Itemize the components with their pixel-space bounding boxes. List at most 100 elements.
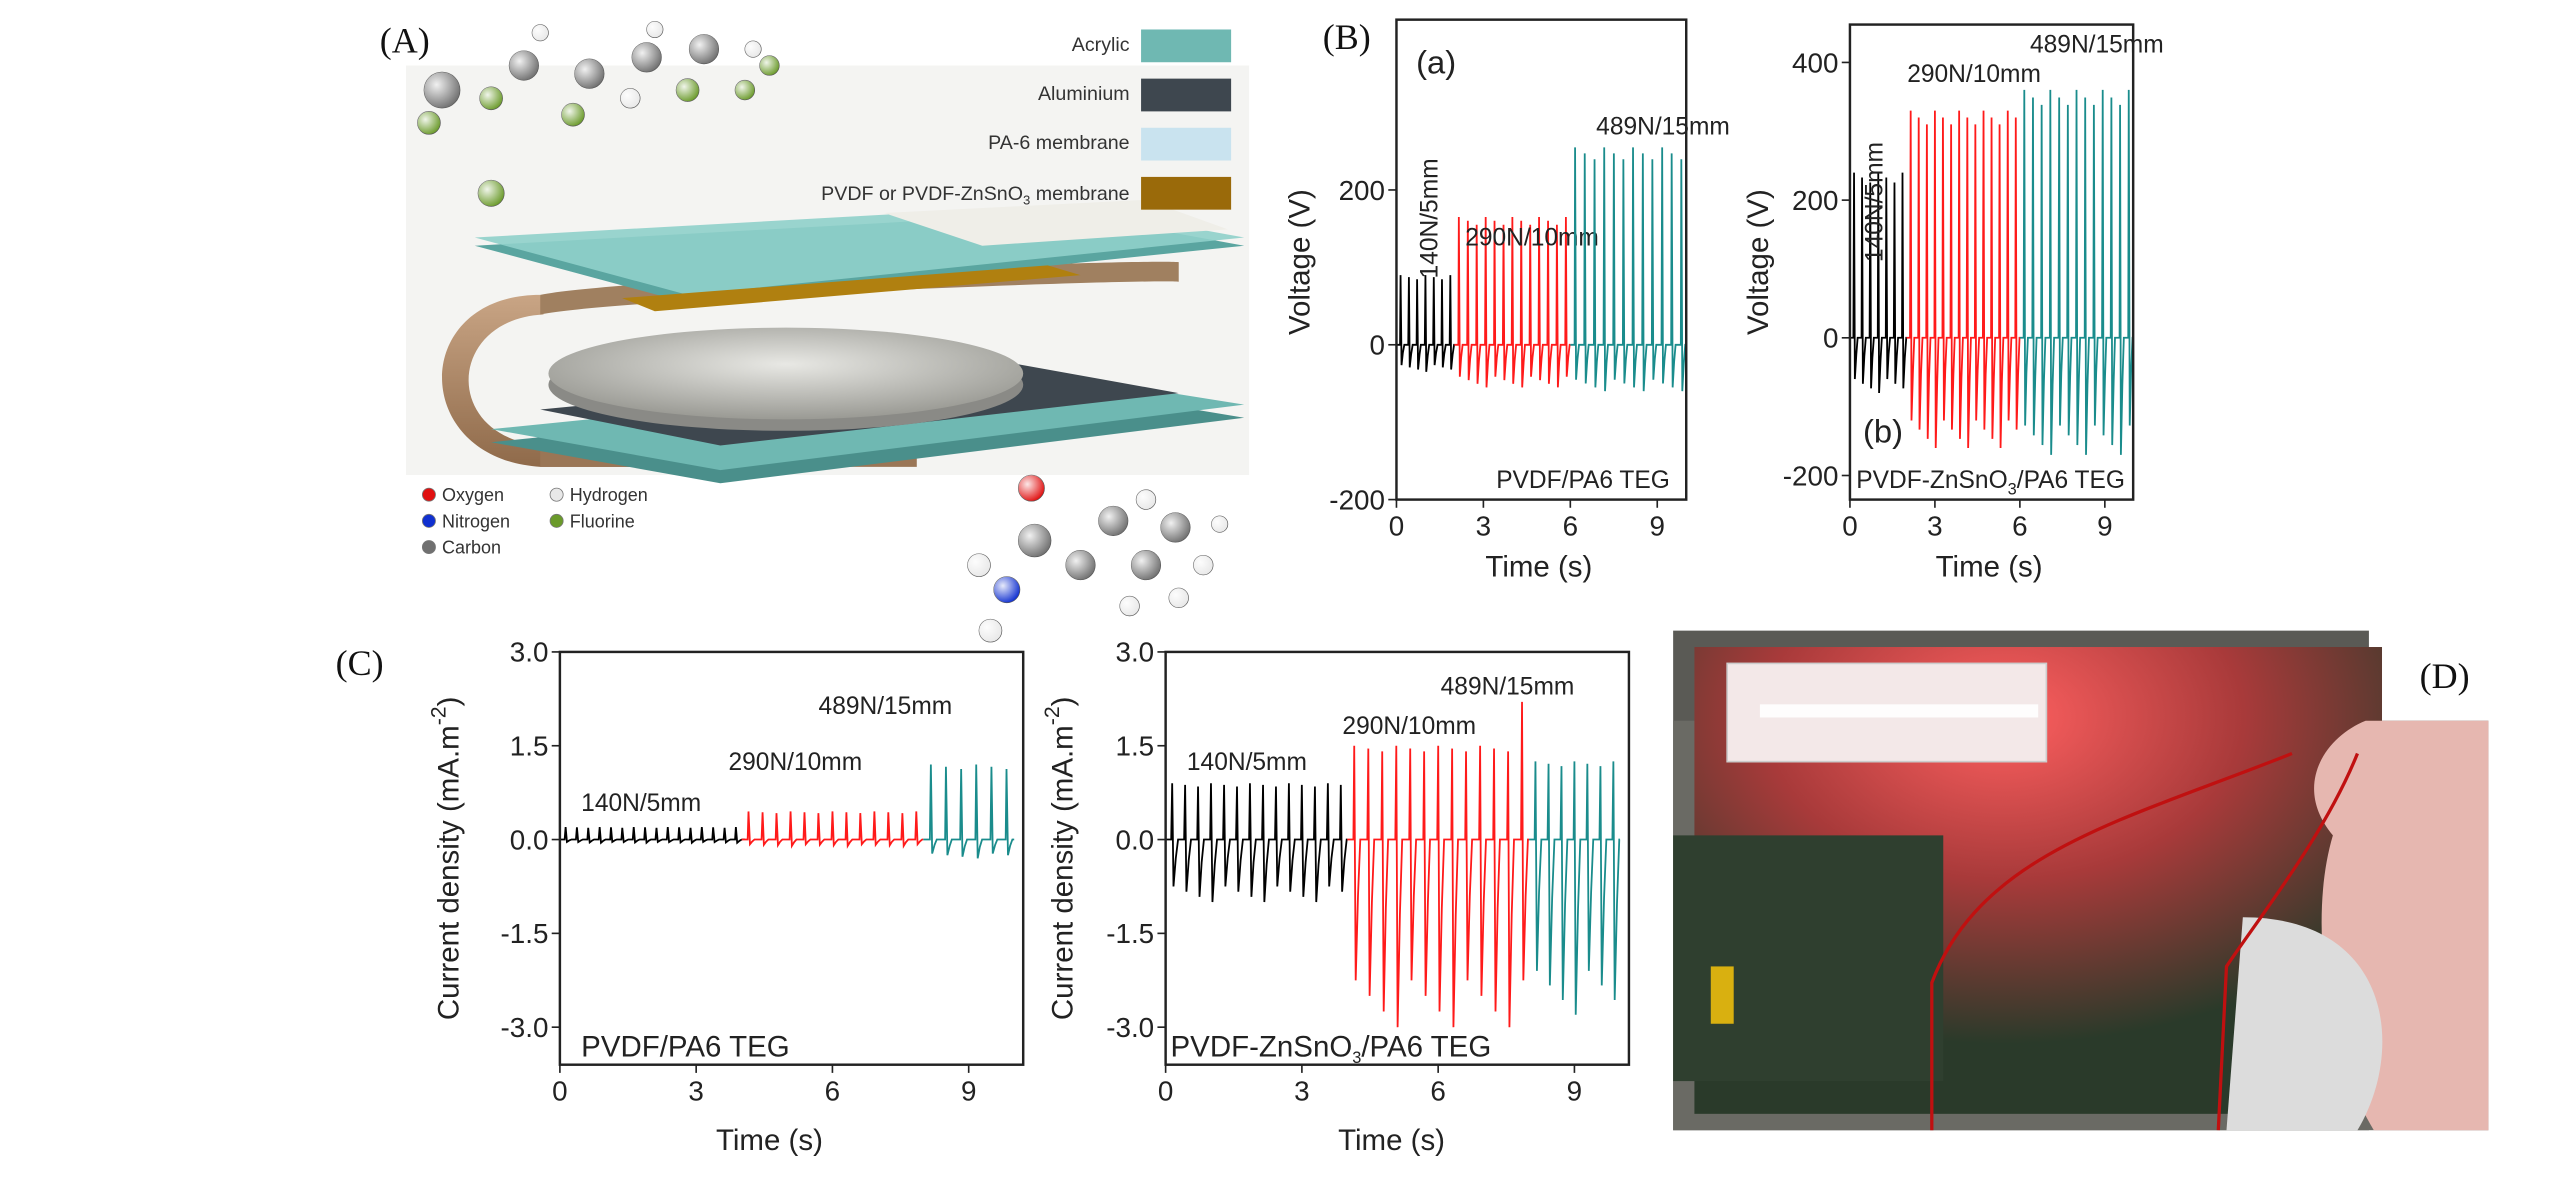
svg-text:Fluorine: Fluorine — [570, 511, 635, 531]
subpanel-tag: (a) — [1416, 44, 1456, 81]
y-tick-label: 0.0 — [1115, 824, 1154, 855]
device-schematic — [406, 65, 1250, 484]
x-tick-label: 6 — [1430, 1076, 1445, 1107]
molecule-models — [417, 20, 1229, 643]
svg-text:Aluminium: Aluminium — [1038, 83, 1130, 105]
x-tick-label: 0 — [1158, 1076, 1173, 1107]
atom-legend-hydrogen: Hydrogen — [549, 485, 648, 505]
atom-legend-oxygen: Oxygen — [421, 485, 504, 505]
legend-item-pvdf: PVDF or PVDF-ZnSnO3 membrane — [821, 176, 1232, 210]
swatch-pa6 — [1141, 127, 1232, 161]
x-tick-label: 3 — [688, 1076, 703, 1107]
atom-swatch — [421, 540, 436, 555]
legend-item-aluminium: Aluminium — [1038, 78, 1232, 112]
series-140n-5mm — [1849, 172, 1908, 393]
x-tick-label: 6 — [1563, 511, 1578, 542]
y-tick-label: -200 — [1329, 484, 1385, 515]
series-290n-10mm — [1906, 110, 2021, 449]
series-489n-15mm — [1570, 147, 1687, 392]
panel-label-d: (D) — [2420, 656, 2470, 696]
svg-text:PA-6 membrane: PA-6 membrane — [988, 132, 1130, 154]
annotation-290n-10mm: 290N/10mm — [1465, 225, 1599, 252]
y-axis-label: Current density (mA.m-2) — [426, 697, 465, 1021]
y-tick-label: -1.5 — [1106, 918, 1154, 949]
x-tick-label: 3 — [1294, 1076, 1309, 1107]
y-tick-label: 0 — [1370, 330, 1385, 361]
legend-item-acrylic: Acrylic — [1072, 29, 1232, 63]
svg-text:PVDF or PVDF-ZnSnO3 membrane: PVDF or PVDF-ZnSnO3 membrane — [821, 183, 1130, 208]
annotation-140n-5mm: 140N/5mm — [1187, 749, 1307, 776]
series-290n-10mm — [1347, 701, 1530, 1028]
device-label: PVDF/PA6 TEG — [581, 1031, 789, 1064]
y-tick-label: 0 — [1823, 323, 1838, 354]
annotation-140n-5mm: 140N/5mm — [1862, 142, 1889, 262]
swatch-pvdf — [1141, 176, 1232, 210]
panel-label-a: (A) — [380, 20, 430, 60]
y-tick-label: -200 — [1783, 460, 1839, 491]
device-label: PVDF/PA6 TEG — [1496, 467, 1670, 494]
y-tick-label: 200 — [1792, 185, 1838, 216]
annotation-489n-15mm: 489N/15mm — [1596, 113, 1730, 140]
atom-legend-nitrogen: Nitrogen — [421, 511, 510, 531]
panel-label-c: (C) — [336, 643, 384, 683]
x-axis-label: Time (s) — [1936, 551, 2043, 584]
x-tick-label: 0 — [1842, 511, 1857, 542]
series-140n-5mm — [1165, 783, 1348, 903]
series-140n-5mm — [559, 826, 746, 845]
atom-legend: Oxygen Nitrogen Carbon Hydrogen Fluorine — [421, 485, 648, 558]
y-tick-label: -3.0 — [500, 1012, 548, 1043]
subpanel-tag: (b) — [1863, 412, 1903, 449]
atom-swatch — [421, 513, 436, 528]
series-489n-15mm — [2019, 89, 2134, 455]
svg-text:Acrylic: Acrylic — [1072, 34, 1130, 56]
series-489n-15mm — [1529, 761, 1621, 1015]
chart-c-b: 140N/5mm 290N/10mm 489N/15mm 0 3 6 9 -3.0 -1.5 0.… — [1040, 637, 1631, 1157]
plot-frame — [1164, 650, 1631, 1066]
x-tick-label: 9 — [2097, 511, 2112, 542]
atom-swatch — [549, 487, 564, 502]
y-axis-label: Current density (mA.m-2) — [1040, 697, 1079, 1021]
plot-frame — [1848, 23, 2135, 501]
x-tick-label: 3 — [1927, 511, 1942, 542]
y-tick-label: -1.5 — [500, 918, 548, 949]
y-tick-label: 200 — [1339, 175, 1385, 206]
device-label: PVDF-ZnSnO3/PA6 TEG — [1856, 467, 2125, 499]
annotation-140n-5mm: 140N/5mm — [1416, 158, 1443, 278]
y-axis-label: Voltage (V) — [1742, 189, 1775, 335]
y-tick-label: 1.5 — [510, 731, 549, 762]
atom-swatch — [421, 487, 436, 502]
device-label: PVDF-ZnSnO3/PA6 TEG — [1171, 1031, 1492, 1068]
swatch-acrylic — [1141, 29, 1232, 63]
y-tick-label: 1.5 — [1115, 731, 1154, 762]
plot-frame — [1395, 18, 1688, 501]
annotation-489n-15mm: 489N/15mm — [1441, 674, 1575, 701]
atom-legend-fluorine: Fluorine — [549, 511, 635, 531]
annotation-290n-10mm: 290N/10mm — [1342, 713, 1476, 740]
svg-text:Carbon: Carbon — [442, 538, 501, 558]
x-tick-label: 6 — [2012, 511, 2027, 542]
series-290n-10mm — [741, 811, 924, 849]
x-tick-label: 9 — [1567, 1076, 1582, 1107]
x-axis-label: Time (s) — [1485, 551, 1592, 584]
annotation-290n-10mm: 290N/10mm — [1907, 61, 2041, 88]
annotation-489n-15mm: 489N/15mm — [2030, 31, 2164, 58]
x-tick-label: 9 — [961, 1076, 976, 1107]
annotation-140n-5mm: 140N/5mm — [581, 790, 701, 817]
swatch-aluminium — [1141, 78, 1232, 112]
atom-swatch — [549, 513, 564, 528]
y-tick-label: 3.0 — [510, 637, 549, 668]
layer-legend: Acrylic Aluminium PA-6 membrane PVDF or … — [821, 29, 1232, 210]
y-tick-label: 400 — [1792, 47, 1838, 78]
series-489n-15mm — [923, 764, 1015, 859]
chart-c-a: 140N/5mm 290N/10mm 489N/15mm 0 3 6 9 -3.0 -1.5 0.… — [426, 637, 1025, 1157]
svg-text:Oxygen: Oxygen — [442, 485, 504, 505]
led-demo-photo — [1673, 630, 2489, 1131]
svg-text:Nitrogen: Nitrogen — [442, 511, 510, 531]
annotation-489n-15mm: 489N/15mm — [819, 693, 953, 720]
series-140n-5mm — [1396, 275, 1455, 372]
x-axis-label: Time (s) — [716, 1124, 823, 1157]
series-290n-10mm — [1454, 217, 1571, 388]
